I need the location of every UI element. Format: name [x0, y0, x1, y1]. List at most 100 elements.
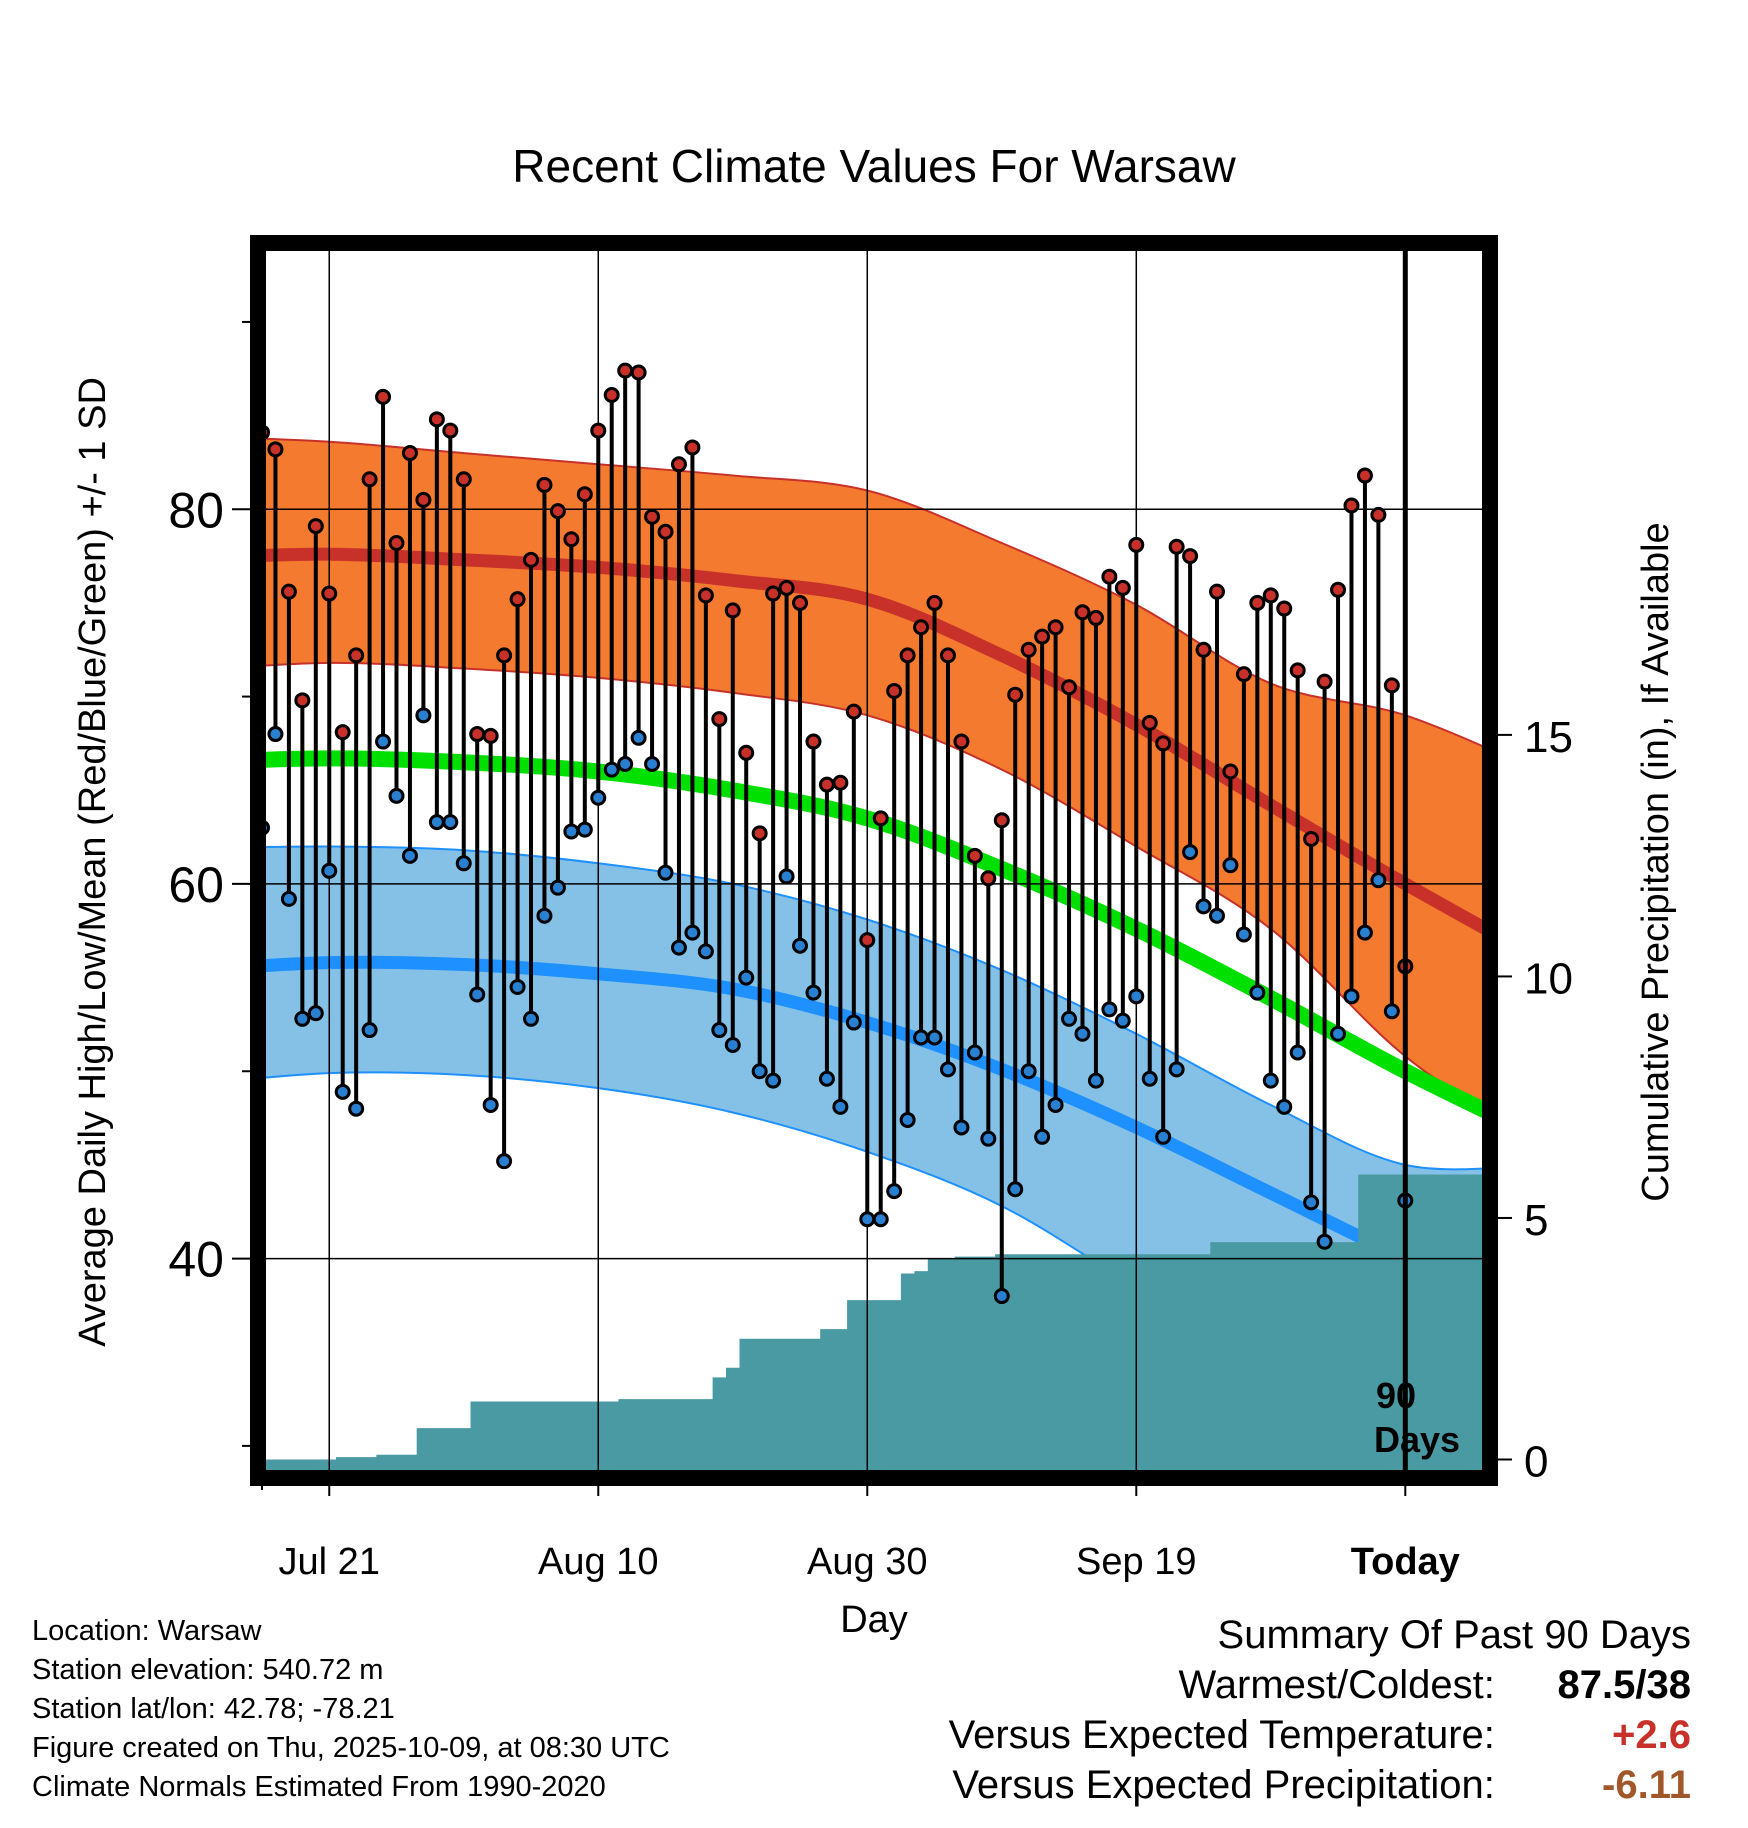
daily-low-point	[617, 756, 634, 773]
daily-low-point	[1087, 1072, 1104, 1089]
summary-precip: Versus Expected Precipitation: -6.11	[949, 1760, 1691, 1810]
daily-low-point	[845, 1014, 862, 1031]
chart-title: Recent Climate Values For Warsaw	[512, 140, 1236, 192]
daily-low-point	[1276, 1098, 1293, 1115]
x-axis-label: Day	[840, 1599, 908, 1641]
daily-low-point	[1356, 924, 1373, 941]
daily-low-point	[724, 1037, 741, 1054]
daily-low-point	[926, 1029, 943, 1046]
daily-high-point	[993, 812, 1010, 829]
daily-high-point	[886, 682, 903, 699]
daily-high-point	[845, 703, 862, 720]
summary-warm-cold: Warmest/Coldest: 87.5/38	[949, 1660, 1692, 1710]
daily-low-point	[1303, 1194, 1320, 1211]
daily-high-point	[1222, 763, 1239, 780]
daily-low-point	[1155, 1128, 1172, 1145]
daily-low-point	[1034, 1128, 1051, 1145]
daily-low-point	[361, 1022, 378, 1039]
daily-high-point	[939, 647, 956, 664]
daily-high-point	[1249, 594, 1266, 611]
daily-high-point	[1276, 600, 1293, 617]
daily-high-point	[1101, 568, 1118, 585]
daily-low-point	[670, 939, 687, 956]
daily-low-point	[1114, 1012, 1131, 1029]
daily-high-point	[751, 825, 768, 842]
daily-low-point	[993, 1288, 1010, 1305]
daily-high-point	[509, 591, 526, 608]
daily-high-point	[321, 585, 338, 602]
daily-high-point	[1034, 628, 1051, 645]
daily-high-point	[966, 847, 983, 864]
today-label-line2: Days	[1374, 1419, 1460, 1460]
daily-low-point	[980, 1130, 997, 1147]
x-tick-label: Aug 30	[807, 1541, 927, 1583]
daily-low-point	[294, 1010, 311, 1027]
daily-low-point	[1020, 1063, 1037, 1080]
daily-high-point	[859, 932, 876, 949]
elevation-text: Station elevation: 540.72 m	[32, 1654, 384, 1686]
daily-low-point	[657, 864, 674, 881]
daily-low-point	[1383, 1003, 1400, 1020]
daily-high-point	[523, 551, 540, 568]
daily-high-point	[549, 503, 566, 520]
daily-high-point	[818, 776, 835, 793]
daily-high-point	[401, 445, 418, 462]
daily-low-point	[1195, 898, 1212, 915]
daily-low-point	[348, 1100, 365, 1117]
daily-high-point	[1114, 579, 1131, 596]
daily-low-point	[1222, 857, 1239, 874]
daily-low-point	[536, 907, 553, 924]
daily-low-point	[563, 823, 580, 840]
daily-low-point	[415, 707, 432, 724]
daily-high-point	[215, 362, 228, 375]
daily-low-point	[307, 1005, 324, 1022]
daily-high-point	[657, 523, 674, 540]
daily-high-point	[670, 456, 687, 473]
daily-low-point	[1047, 1096, 1064, 1113]
daily-low-point	[832, 1098, 849, 1115]
daily-high-point	[724, 602, 741, 619]
normals-note: Climate Normals Estimated From 1990-2020	[32, 1771, 606, 1803]
daily-high-point	[1343, 497, 1360, 514]
daily-low-point	[1370, 872, 1387, 889]
y-tick-label: 40	[168, 1232, 224, 1288]
daily-high-point	[644, 508, 661, 525]
daily-high-point	[1061, 679, 1078, 696]
daily-high-point	[334, 724, 351, 741]
daily-high-point	[697, 587, 714, 604]
y2-tick-label: 15	[1524, 713, 1573, 762]
daily-low-point	[872, 1211, 889, 1228]
daily-low-point	[215, 758, 228, 771]
daily-high-point	[1316, 673, 1333, 690]
daily-high-point	[926, 594, 943, 611]
daily-high-point	[1128, 536, 1145, 553]
daily-high-point	[1235, 666, 1252, 683]
daily-low-point	[711, 1022, 728, 1039]
daily-high-point	[307, 518, 324, 535]
daily-low-point	[603, 761, 620, 778]
daily-high-point	[563, 531, 580, 548]
daily-high-point	[469, 726, 486, 743]
daily-high-point	[684, 439, 701, 456]
daily-low-point	[939, 1061, 956, 1078]
y-tick-label: 60	[168, 857, 224, 913]
warm-cold-value: 87.5/38	[1557, 1663, 1691, 1707]
daily-low-point	[442, 814, 459, 831]
y2-tick-label: 5	[1524, 1196, 1548, 1245]
daily-low-point	[697, 943, 714, 960]
daily-high-point	[617, 362, 634, 379]
y-axis-label: Average Daily High/Low/Mean (Red/Blue/Gr…	[72, 377, 114, 1347]
daily-high-point	[1383, 677, 1400, 694]
daily-low-point	[1208, 907, 1225, 924]
daily-low-point	[280, 890, 297, 907]
daily-high-point	[805, 733, 822, 750]
today-label-line1: 90	[1376, 1375, 1416, 1416]
daily-high-point	[1168, 538, 1185, 555]
daily-low-point	[818, 1070, 835, 1087]
data-layer	[215, 247, 1414, 1474]
daily-low-point	[334, 1083, 351, 1100]
daily-low-point	[1182, 844, 1199, 861]
daily-low-point	[953, 1119, 970, 1136]
daily-low-point	[805, 984, 822, 1001]
daily-low-point	[684, 924, 701, 941]
